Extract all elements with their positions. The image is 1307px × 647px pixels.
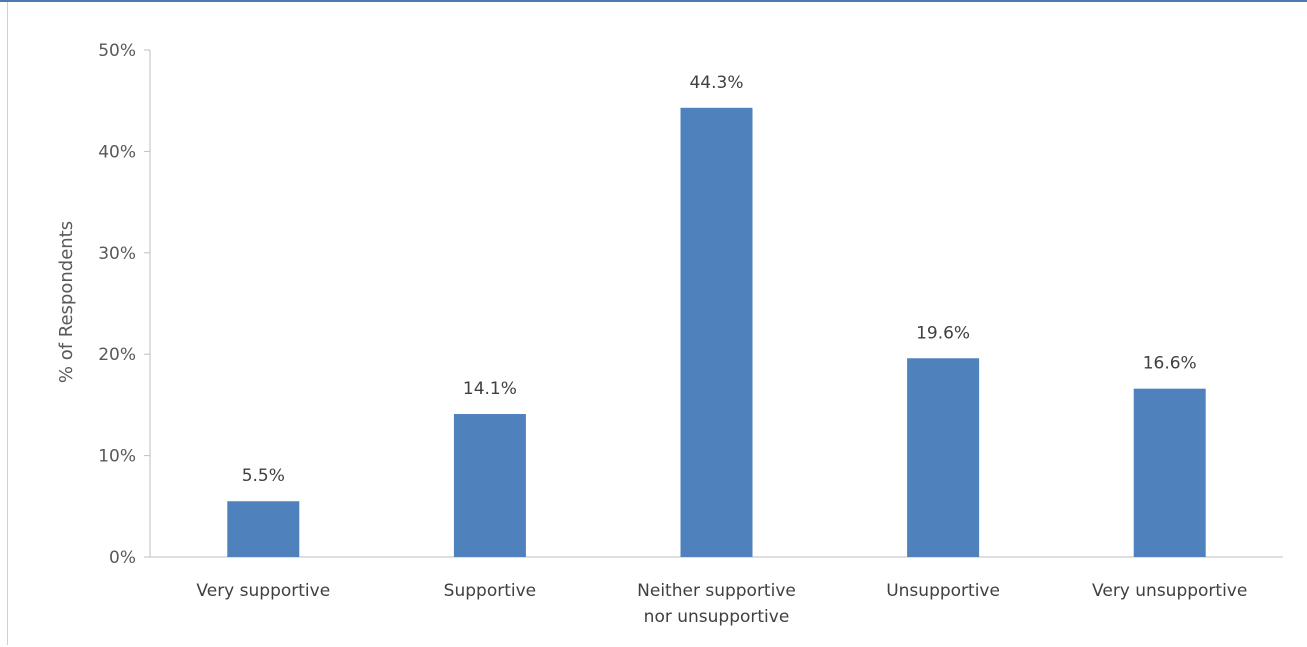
y-tick-label: 40% bbox=[98, 142, 136, 162]
y-tick-label: 30% bbox=[98, 244, 136, 264]
category-labels: Very supportive Supportive Neither support… bbox=[196, 581, 1247, 627]
y-axis-title-group: % of Respondents bbox=[56, 221, 77, 383]
y-tick-label: 50% bbox=[98, 41, 136, 61]
bar bbox=[453, 414, 526, 557]
y-tick-label: 0% bbox=[109, 548, 136, 568]
data-labels: 5.5% 14.1% 44.3% 19.6% 16.6% bbox=[242, 73, 1197, 486]
category-label: Unsupportive bbox=[886, 581, 1000, 601]
category-label: Very unsupportive bbox=[1092, 581, 1247, 601]
y-tick-label: 20% bbox=[98, 345, 136, 365]
data-label: 5.5% bbox=[242, 466, 285, 486]
data-label: 19.6% bbox=[916, 323, 970, 343]
category-label: Supportive bbox=[444, 581, 536, 601]
data-label: 14.1% bbox=[463, 379, 517, 399]
bar bbox=[1133, 388, 1206, 557]
data-label: 16.6% bbox=[1143, 354, 1197, 374]
bar bbox=[227, 501, 300, 557]
y-tick-label: 10% bbox=[98, 447, 136, 467]
category-label: Very supportive bbox=[196, 581, 330, 601]
category-label: Neither supportive bbox=[637, 581, 796, 601]
bars bbox=[227, 107, 1206, 557]
y-axis: 0% 10% 20% 30% 40% 50% bbox=[98, 41, 151, 568]
data-label: 44.3% bbox=[689, 73, 743, 93]
y-axis-title: % of Respondents bbox=[56, 221, 77, 383]
bar bbox=[680, 107, 753, 557]
category-label: nor unsupportive bbox=[644, 607, 790, 627]
bar bbox=[907, 358, 980, 557]
